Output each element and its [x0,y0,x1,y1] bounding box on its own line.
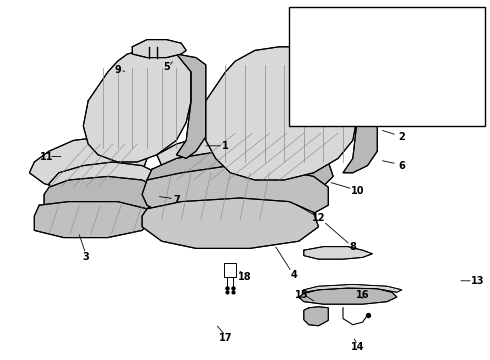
Polygon shape [44,176,157,220]
Text: 11: 11 [40,152,53,162]
Polygon shape [83,50,191,162]
Polygon shape [176,54,206,158]
Polygon shape [132,40,186,58]
Text: 13: 13 [471,276,485,286]
Text: 1: 1 [222,141,229,151]
Polygon shape [304,284,402,292]
Polygon shape [29,137,147,191]
Text: 10: 10 [351,186,365,196]
Point [223,289,231,294]
Polygon shape [304,247,372,259]
Point [364,312,371,318]
Polygon shape [34,202,152,238]
Bar [224,263,236,277]
Polygon shape [142,166,328,223]
Polygon shape [299,288,397,304]
Text: 18: 18 [238,272,252,282]
Polygon shape [294,36,363,58]
Text: 5: 5 [163,62,170,72]
Text: 6: 6 [398,161,405,171]
Polygon shape [142,198,318,248]
Text: 17: 17 [219,333,232,343]
Polygon shape [49,162,157,202]
Polygon shape [157,130,333,184]
Text: 4: 4 [291,270,297,280]
Text: 16: 16 [356,290,369,300]
Point [229,285,237,291]
Text: 8: 8 [349,242,356,252]
Text: 2: 2 [398,132,405,142]
Polygon shape [147,148,333,205]
Point [229,289,237,294]
FancyBboxPatch shape [289,7,485,126]
Polygon shape [343,58,377,173]
Text: 12: 12 [312,213,325,223]
Text: 14: 14 [351,342,365,352]
Text: 7: 7 [173,195,180,205]
Point [223,285,231,291]
Polygon shape [206,47,358,180]
Text: 15: 15 [294,290,308,300]
Text: 3: 3 [82,252,89,262]
Text: 9: 9 [114,65,121,75]
Polygon shape [304,307,328,326]
